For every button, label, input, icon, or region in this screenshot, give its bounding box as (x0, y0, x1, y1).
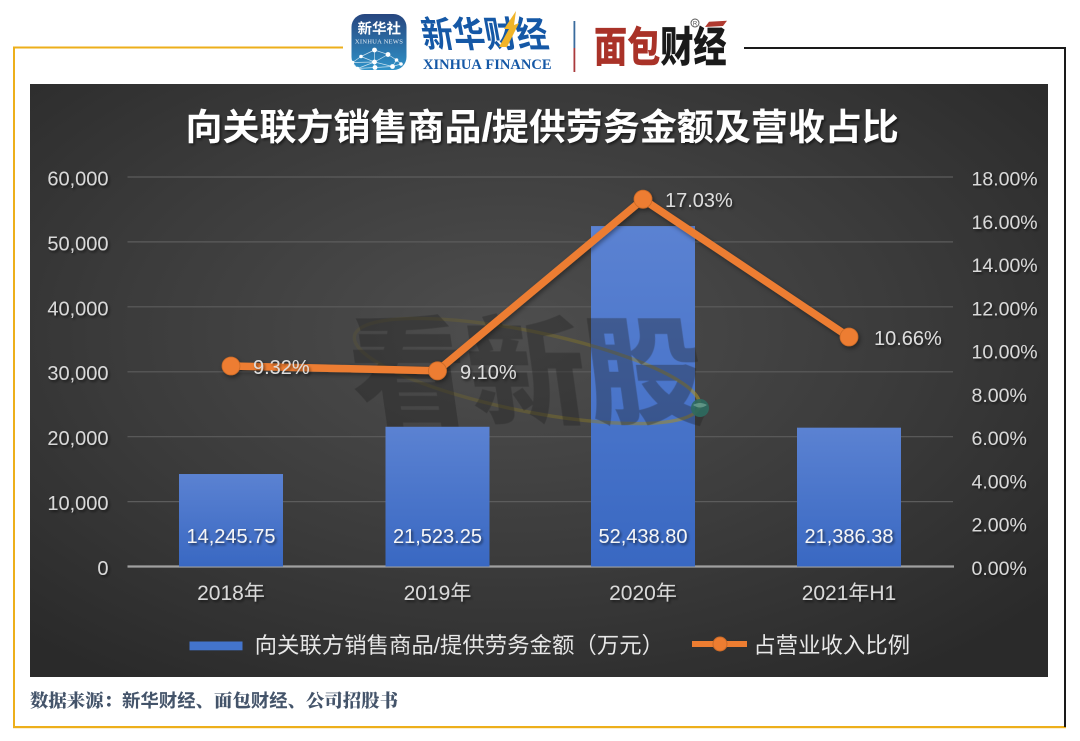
svg-text:20,000: 20,000 (47, 428, 108, 450)
svg-text:60,000: 60,000 (47, 169, 108, 191)
svg-text:2.00%: 2.00% (972, 515, 1027, 537)
svg-text:6.00%: 6.00% (972, 428, 1027, 450)
svg-text:H1: H1 (869, 582, 896, 605)
svg-text:R: R (693, 22, 698, 28)
svg-text:0: 0 (97, 558, 108, 580)
svg-text:50,000: 50,000 (47, 233, 108, 255)
svg-text:XINHUA FINANCE: XINHUA FINANCE (423, 57, 552, 73)
svg-text:12.00%: 12.00% (972, 298, 1038, 320)
svg-text:10.00%: 10.00% (972, 342, 1038, 364)
svg-text:XINHUA NEWS: XINHUA NEWS (355, 39, 403, 46)
svg-text:16.00%: 16.00% (972, 212, 1038, 234)
svg-text:52,438.80: 52,438.80 (599, 526, 688, 548)
svg-text:/: / (434, 633, 441, 658)
svg-text:2018: 2018 (197, 582, 244, 605)
svg-text:2021: 2021 (802, 582, 849, 605)
svg-text:/: / (482, 106, 493, 150)
svg-text:30,000: 30,000 (47, 363, 108, 385)
svg-text:2019: 2019 (404, 582, 451, 605)
svg-text:18.00%: 18.00% (972, 169, 1038, 191)
svg-text:21,523.25: 21,523.25 (393, 526, 482, 548)
svg-text:21,386.38: 21,386.38 (805, 526, 894, 548)
svg-text:10,000: 10,000 (47, 493, 108, 515)
svg-text:9.10%: 9.10% (460, 362, 517, 384)
svg-text:0.00%: 0.00% (972, 558, 1027, 580)
svg-text:2020: 2020 (609, 582, 656, 605)
svg-text:9.32%: 9.32% (253, 357, 310, 379)
svg-text:14,245.75: 14,245.75 (187, 526, 276, 548)
svg-text:17.03%: 17.03% (665, 190, 733, 212)
svg-text:40,000: 40,000 (47, 298, 108, 320)
svg-text:4.00%: 4.00% (972, 471, 1027, 493)
svg-text:14.00%: 14.00% (972, 255, 1038, 277)
svg-text:10.66%: 10.66% (874, 328, 942, 350)
svg-text:8.00%: 8.00% (972, 385, 1027, 407)
